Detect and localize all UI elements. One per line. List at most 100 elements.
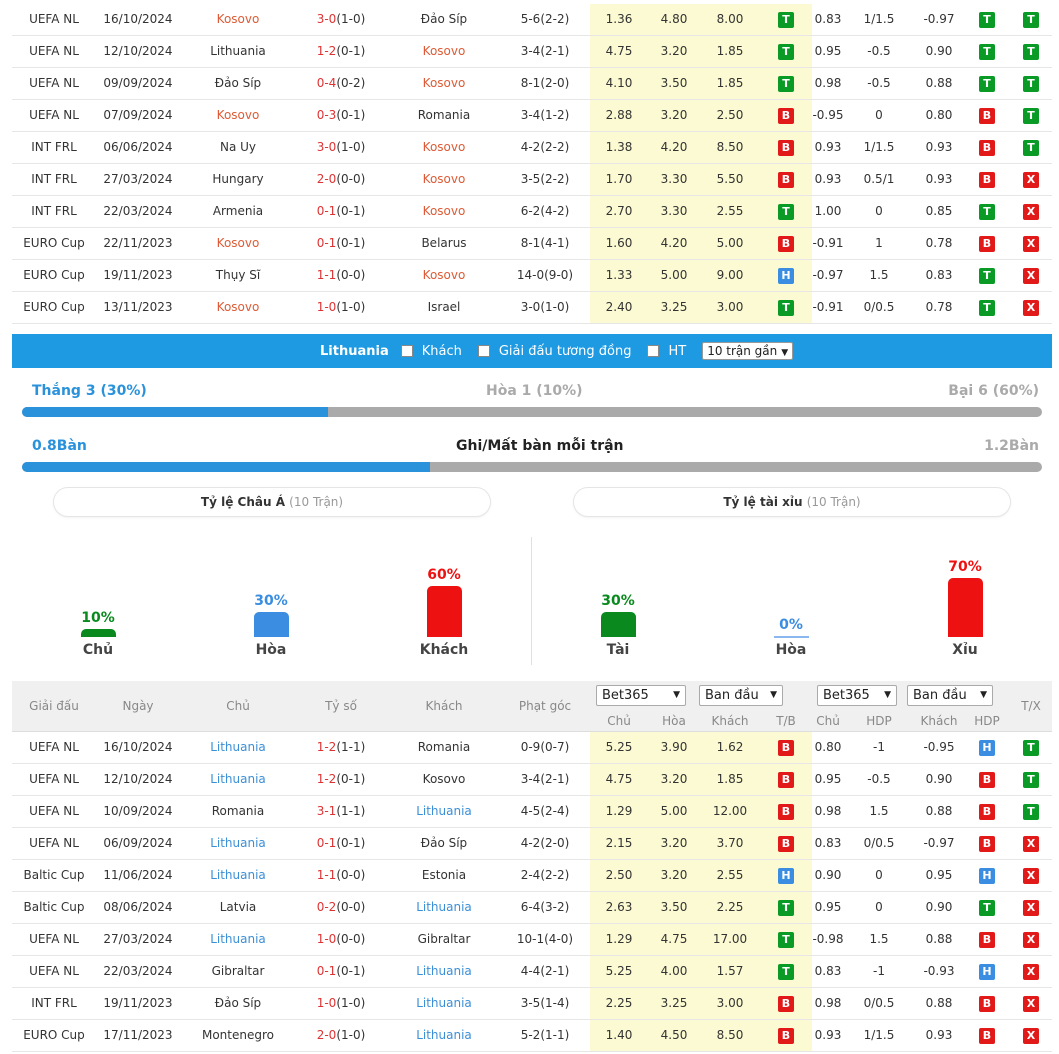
home-team-link[interactable]: Lithuania — [210, 932, 266, 946]
away-team-link[interactable]: Kosovo — [422, 268, 466, 282]
over-under-badge-cell: T — [1010, 732, 1052, 763]
away-team-link[interactable]: Đảo Síp — [420, 12, 468, 26]
score-value: 0-1 — [316, 964, 337, 978]
chevron-down-icon: ▼ — [770, 690, 777, 700]
away-team-link[interactable]: Kosovo — [422, 44, 466, 58]
away-team-link[interactable]: Gibraltar — [417, 932, 471, 946]
home-team-link[interactable]: Gibraltar — [211, 964, 265, 978]
away-team-link[interactable]: Israel — [427, 300, 461, 314]
away-team-link[interactable]: Kosovo — [422, 772, 466, 786]
home-team-link[interactable]: Latvia — [219, 900, 257, 914]
home-team-link[interactable]: Montenegro — [201, 1028, 274, 1042]
away-team-link[interactable]: Romania — [417, 108, 471, 122]
bookmaker-select-2[interactable]: Bet365 ▼ — [817, 685, 897, 706]
over-under-badge: X — [1023, 835, 1039, 852]
home-team-link[interactable]: Kosovo — [216, 108, 260, 122]
home-team-link[interactable]: Lithuania — [210, 44, 266, 58]
home-team-link[interactable]: Đảo Síp — [214, 996, 262, 1010]
home-team-link[interactable]: Armenia — [212, 204, 264, 218]
score-cell: 0-1(0-1) — [294, 828, 388, 859]
result-badge-cell: B — [760, 988, 812, 1019]
score-value: 1-0 — [316, 996, 337, 1010]
away-team-link[interactable]: Lithuania — [416, 900, 472, 914]
handicap-result-badge-cell: B — [964, 764, 1010, 795]
away-team-link[interactable]: Kosovo — [422, 204, 466, 218]
odds-home-cell: 4.75 — [590, 36, 648, 67]
away-team-link[interactable]: Romania — [417, 740, 471, 754]
league-cell: Baltic Cup — [23, 900, 85, 914]
over-under-badge: X — [1023, 1027, 1039, 1044]
result-badge: B — [778, 803, 794, 820]
away-team-link[interactable]: Lithuania — [416, 1028, 472, 1042]
score-cell: 3-0(1-0) — [294, 132, 388, 163]
home-team-link[interactable]: Thụy Sĩ — [215, 268, 261, 282]
league-cell: EURO Cup — [23, 300, 85, 314]
league-cell: Baltic Cup — [23, 868, 85, 882]
halftime-score: (0-0) — [336, 932, 366, 946]
bar-percent: 30% — [254, 592, 288, 609]
over-under-badge: T — [1023, 739, 1039, 756]
result-badge: T — [778, 75, 794, 92]
away-team-link[interactable]: Belarus — [421, 236, 467, 250]
corner-cell: 4-2(2-0) — [520, 836, 570, 850]
home-team-link[interactable]: Lithuania — [210, 868, 266, 882]
halftime-score: (1-1) — [336, 740, 366, 754]
result-badge-cell: T — [760, 292, 812, 323]
home-team-link[interactable]: Hungary — [212, 172, 264, 186]
col-sub-draw: Hòa — [662, 714, 686, 728]
away-team-link[interactable]: Kosovo — [422, 140, 466, 154]
away-team-link[interactable]: Đảo Síp — [420, 836, 468, 850]
over-under-badge-cell: X — [1010, 924, 1052, 955]
asia-odds-pill[interactable]: Tỷ lệ Châu Á (10 Trận) — [53, 487, 491, 517]
over-under-badge-cell: X — [1010, 292, 1052, 323]
odds-type-select-2[interactable]: Ban đầu ▼ — [907, 685, 993, 706]
home-team-link[interactable]: Kosovo — [216, 300, 260, 314]
over-under-pill[interactable]: Tỷ lệ tài xỉu (10 Trận) — [573, 487, 1011, 517]
handicap-result-badge-cell: B — [964, 924, 1010, 955]
over-under-badge: X — [1023, 235, 1039, 252]
home-team-link[interactable]: Đảo Síp — [214, 76, 262, 90]
odds-draw-cell: 3.20 — [648, 100, 700, 131]
away-team-link[interactable]: Lithuania — [416, 996, 472, 1010]
col-score: Tỷ số — [325, 699, 357, 713]
handicap-result-badge: T — [979, 203, 995, 220]
home-team-link[interactable]: Lithuania — [210, 772, 266, 786]
away-team-link[interactable]: Estonia — [421, 868, 467, 882]
handicap-result-badge: T — [979, 75, 995, 92]
result-badge-cell: B — [760, 828, 812, 859]
away-team-link[interactable]: Kosovo — [422, 76, 466, 90]
date-cell: 06/06/2024 — [103, 140, 173, 154]
odds-type-select-1[interactable]: Ban đầu ▼ — [699, 685, 783, 706]
away-checkbox[interactable] — [400, 345, 413, 357]
over-under-badge-cell: T — [1010, 4, 1052, 35]
league-cell: UEFA NL — [29, 964, 79, 978]
same-league-checkbox[interactable] — [477, 345, 490, 357]
home-team-link[interactable]: Lithuania — [210, 740, 266, 754]
date-cell: 06/09/2024 — [103, 836, 173, 850]
home-team-link[interactable]: Kosovo — [216, 12, 260, 26]
matches-select[interactable]: 10 trận gần ▼ — [702, 342, 794, 360]
away-team-link[interactable]: Lithuania — [416, 964, 472, 978]
bookmaker-select-1[interactable]: Bet365 ▼ — [596, 685, 686, 706]
ht-checkbox[interactable] — [647, 345, 660, 357]
away-team-link[interactable]: Kosovo — [422, 172, 466, 186]
score-cell: 0-4(0-2) — [294, 68, 388, 99]
home-team-link[interactable]: Romania — [211, 804, 265, 818]
hdp-away-cell: 0.88 — [925, 76, 953, 90]
odds-draw-cell: 4.75 — [648, 924, 700, 955]
odds-draw-cell: 4.80 — [648, 4, 700, 35]
home-team-link[interactable]: Kosovo — [216, 236, 260, 250]
col-sub-away2: Khách — [920, 714, 958, 728]
home-team-link[interactable]: Lithuania — [210, 836, 266, 850]
home-team-link[interactable]: Na Uy — [219, 140, 257, 154]
corner-cell: 6-4(3-2) — [520, 900, 570, 914]
odds-away-cell: 8.50 — [700, 1020, 760, 1051]
league-cell: UEFA NL — [29, 836, 79, 850]
result-badge-cell: T — [760, 956, 812, 987]
chevron-down-icon: ▼ — [781, 348, 789, 358]
result-badge-cell: B — [760, 100, 812, 131]
handicap-result-badge-cell: T — [964, 260, 1010, 291]
hdp-home-cell: -0.91 — [812, 300, 844, 314]
away-team-link[interactable]: Lithuania — [416, 804, 472, 818]
league-cell: UEFA NL — [29, 772, 79, 786]
